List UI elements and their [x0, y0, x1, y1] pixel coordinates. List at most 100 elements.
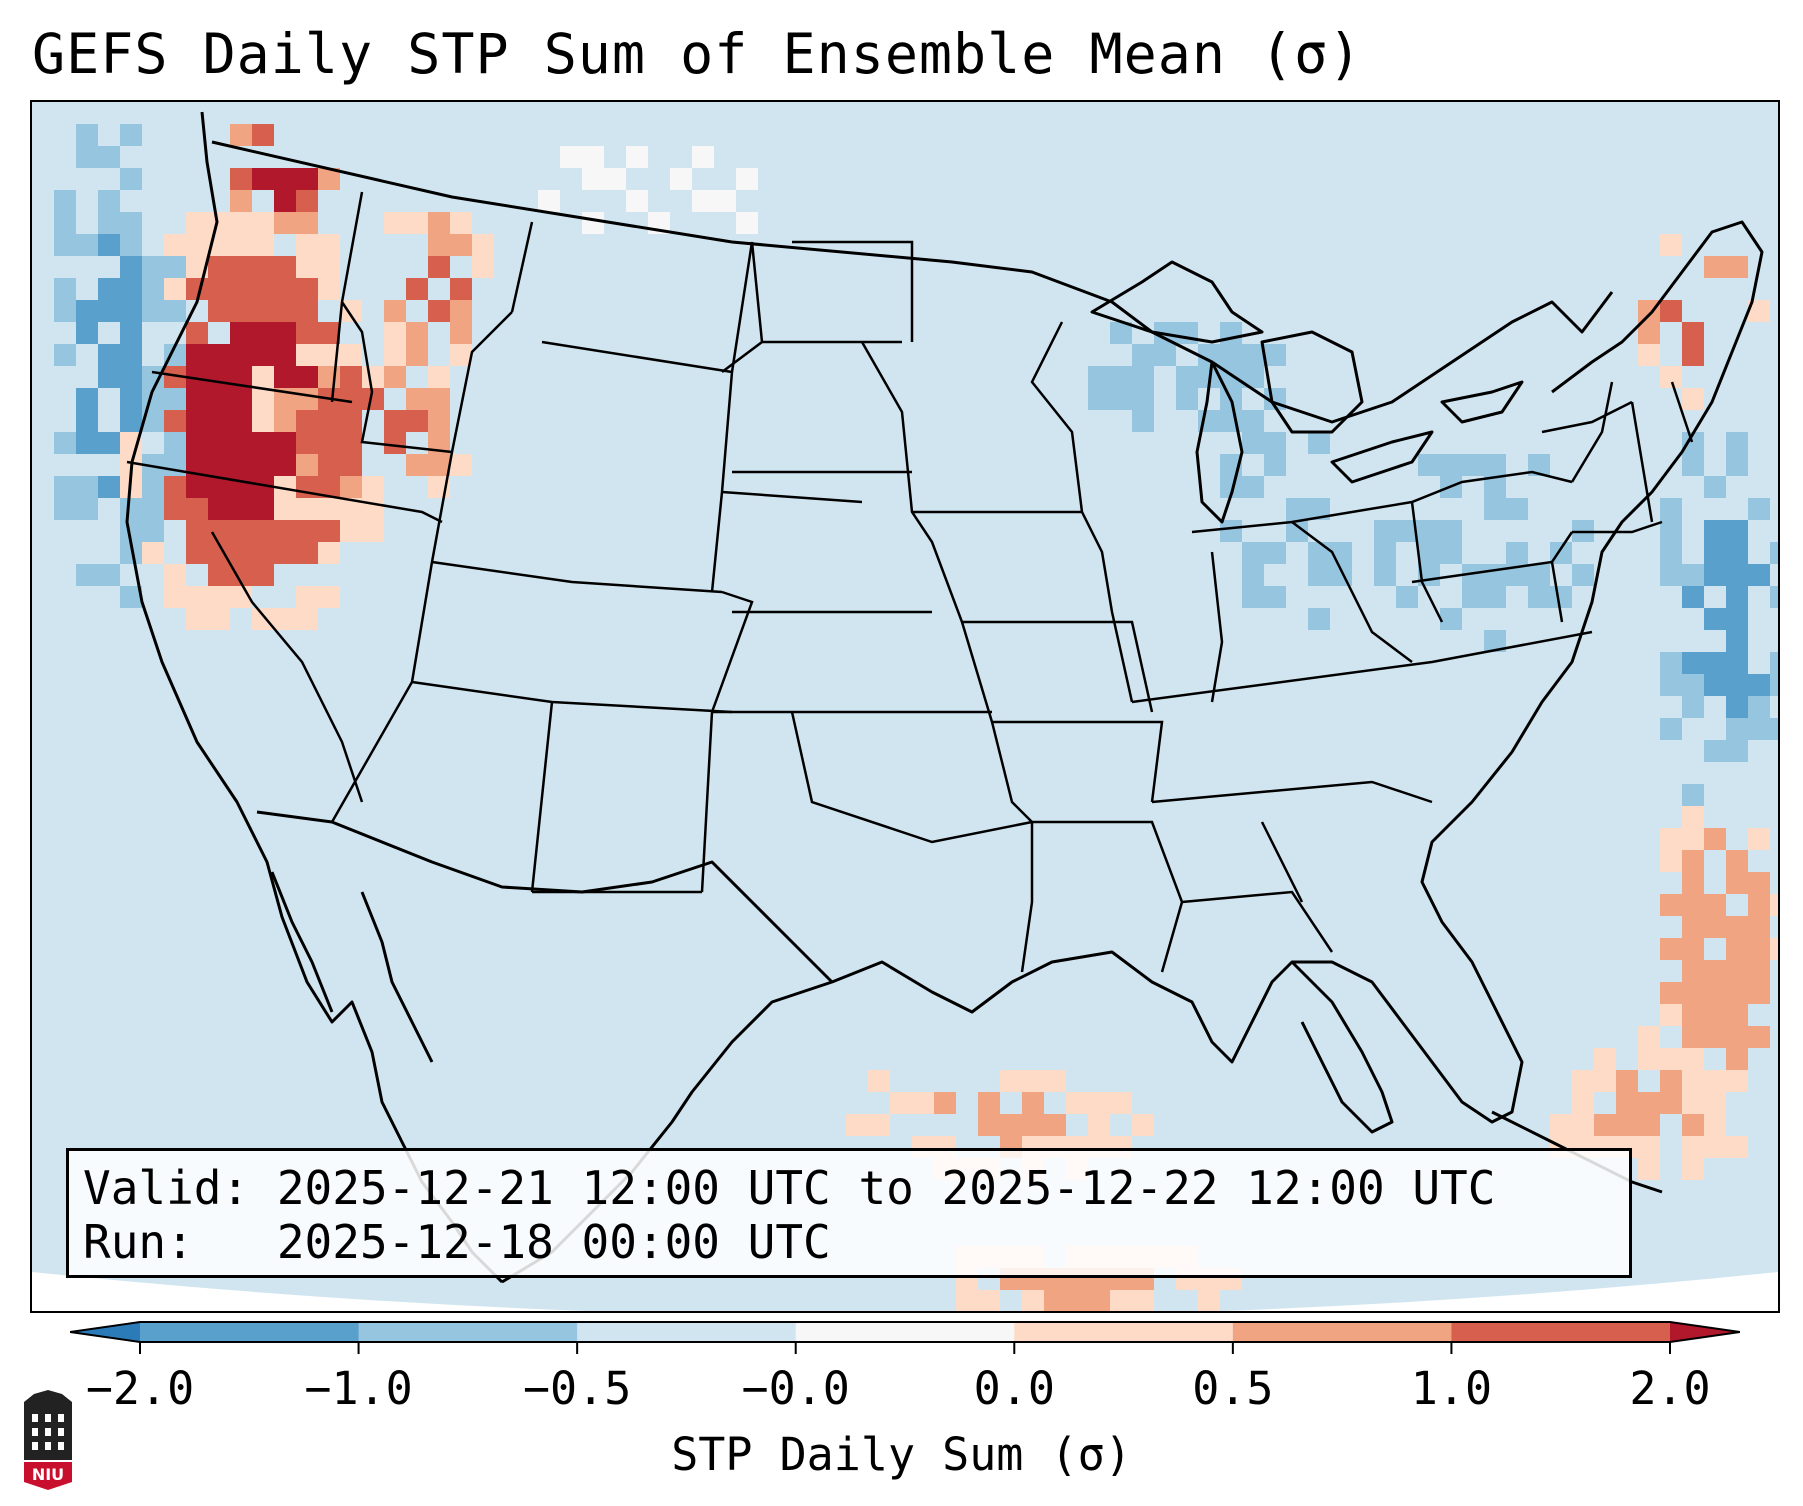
anomaly-pixel	[1638, 1158, 1660, 1180]
anomaly-pixel	[318, 168, 340, 190]
baja-california	[270, 871, 434, 1063]
anomaly-pixel	[1396, 520, 1418, 542]
anomaly-pixel	[1726, 564, 1748, 586]
anomaly-pixel	[1682, 1136, 1704, 1158]
anomaly-pixel	[274, 256, 296, 278]
anomaly-pixel	[230, 168, 252, 190]
anomaly-pixel	[1704, 476, 1726, 498]
anomaly-pixel	[1110, 1290, 1132, 1311]
state-borders-central	[712, 240, 1184, 973]
anomaly-pixel	[1748, 982, 1770, 1004]
anomaly-pixel	[164, 476, 186, 498]
anomaly-pixel	[296, 300, 318, 322]
anomaly-pixel	[604, 168, 626, 190]
anomaly-pixel	[1220, 520, 1242, 542]
anomaly-pixel	[164, 366, 186, 388]
anomaly-pixel	[274, 344, 296, 366]
anomaly-pixel	[1682, 1004, 1704, 1026]
anomaly-pixel	[1704, 1092, 1726, 1114]
anomaly-pixel	[1704, 982, 1726, 1004]
anomaly-pixel	[1682, 916, 1704, 938]
anomaly-pixel	[1638, 1114, 1660, 1136]
anomaly-pixel	[1176, 322, 1198, 344]
anomaly-pixel	[230, 432, 252, 454]
chart-title: GEFS Daily STP Sum of Ensemble Mean (σ)	[32, 22, 1363, 86]
anomaly-pixel	[1726, 1004, 1748, 1026]
anomaly-pixel	[1484, 476, 1506, 498]
anomaly-pixel	[384, 432, 406, 454]
anomaly-pixel	[1770, 652, 1778, 674]
anomaly-pixel	[274, 498, 296, 520]
anomaly-pixel	[1682, 1158, 1704, 1180]
anomaly-pixel	[1110, 388, 1132, 410]
anomaly-pixel	[208, 564, 230, 586]
anomaly-pixel	[428, 388, 450, 410]
anomaly-pixel	[450, 344, 472, 366]
anomaly-pixel	[1264, 432, 1286, 454]
anomaly-pixel	[208, 344, 230, 366]
anomaly-pixel	[296, 256, 318, 278]
anomaly-pixel	[120, 498, 142, 520]
anomaly-pixel	[1242, 586, 1264, 608]
anomaly-pixel	[1704, 960, 1726, 982]
anomaly-pixel	[1660, 542, 1682, 564]
anomaly-pixel	[428, 234, 450, 256]
anomaly-pixel	[54, 344, 76, 366]
anomaly-pixel	[120, 586, 142, 608]
anomaly-pixel	[1308, 608, 1330, 630]
anomaly-pixel	[1066, 1092, 1088, 1114]
anomaly-pixel	[164, 344, 186, 366]
anomaly-pixel	[1726, 960, 1748, 982]
anomaly-pixel	[1110, 1092, 1132, 1114]
anomaly-pixel	[1528, 586, 1550, 608]
anomaly-pixel	[186, 366, 208, 388]
anomaly-pixel	[1704, 1026, 1726, 1048]
anomaly-pixel	[1726, 520, 1748, 542]
anomaly-pixel	[230, 322, 252, 344]
anomaly-pixel	[1704, 256, 1726, 278]
anomaly-pixel	[1132, 410, 1154, 432]
anomaly-pixel	[1440, 542, 1462, 564]
anomaly-pixel	[274, 542, 296, 564]
florida	[1290, 960, 1394, 1134]
anomaly-pixel	[164, 586, 186, 608]
anomaly-pixel	[1220, 476, 1242, 498]
anomaly-pixel	[252, 520, 274, 542]
anomaly-pixel	[1374, 520, 1396, 542]
anomaly-pixel	[1704, 652, 1726, 674]
anomaly-pixel	[98, 564, 120, 586]
anomaly-pixel	[120, 542, 142, 564]
anomaly-pixel	[1638, 344, 1660, 366]
colorbar-bin	[358, 1322, 578, 1342]
anomaly-pixel	[1396, 586, 1418, 608]
anomaly-pixel	[142, 542, 164, 564]
anomaly-pixel	[1088, 1114, 1110, 1136]
anomaly-pixel	[890, 1092, 912, 1114]
anomaly-pixels	[54, 124, 1778, 1311]
anomaly-pixel	[1220, 344, 1242, 366]
anomaly-pixel	[186, 344, 208, 366]
anomaly-pixel	[1264, 586, 1286, 608]
anomaly-pixel	[1638, 1048, 1660, 1070]
anomaly-pixel	[98, 190, 120, 212]
anomaly-pixel	[208, 212, 230, 234]
anomaly-pixel	[252, 256, 274, 278]
anomaly-pixel	[1682, 1026, 1704, 1048]
anomaly-pixel	[54, 300, 76, 322]
anomaly-pixel	[1088, 366, 1110, 388]
anomaly-pixel	[1572, 564, 1594, 586]
anomaly-pixel	[296, 344, 318, 366]
anomaly-pixel	[230, 564, 252, 586]
anomaly-pixel	[1704, 740, 1726, 762]
anomaly-pixel	[1704, 916, 1726, 938]
anomaly-pixel	[54, 476, 76, 498]
anomaly-pixel	[1726, 674, 1748, 696]
state-borders-west	[126, 191, 863, 894]
anomaly-pixel	[252, 410, 274, 432]
anomaly-pixel	[1242, 476, 1264, 498]
anomaly-pixel	[1748, 564, 1770, 586]
anomaly-pixel	[318, 476, 340, 498]
anomaly-pixel	[186, 212, 208, 234]
anomaly-pixel	[1682, 674, 1704, 696]
map-panel[interactable]	[30, 100, 1780, 1313]
